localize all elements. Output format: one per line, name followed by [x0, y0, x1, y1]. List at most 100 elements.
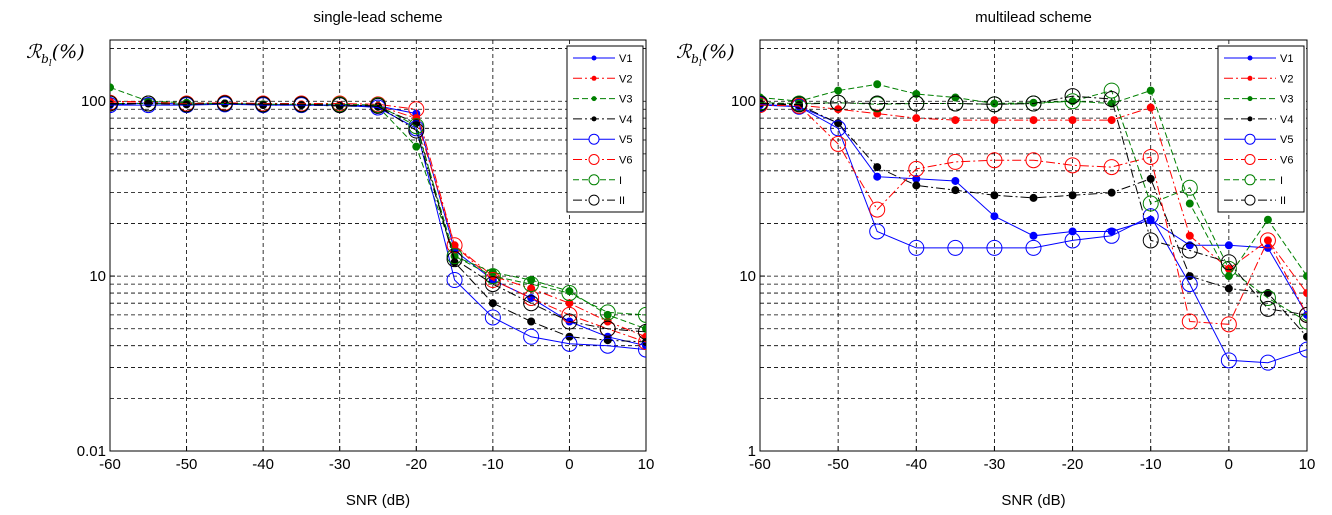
- data-point-I: [1220, 260, 1237, 277]
- data-point-V3: [951, 93, 960, 102]
- legend-item-V5: V5: [573, 133, 632, 146]
- y-axis-label-subscript: b: [691, 52, 699, 66]
- legend-swatch-marker: [588, 133, 600, 145]
- data-point-V6: [446, 237, 463, 254]
- data-point-V6: [1064, 157, 1081, 174]
- data-point-V2: [1303, 289, 1307, 298]
- series-line-V5: [110, 103, 646, 351]
- data-point-V2: [834, 105, 843, 114]
- data-point-I: [1103, 82, 1120, 99]
- legend-swatch-marker: [588, 174, 600, 186]
- x-tick-label: -10: [482, 456, 504, 473]
- legend-swatch-marker: [1244, 194, 1256, 206]
- chart-2: -60 -50 -40 -30 -20 -10 0 10 1 10 100 multilead sch…: [676, 9, 1315, 509]
- data-point-I: [408, 118, 425, 135]
- legend-label: I: [619, 175, 622, 187]
- data-point-V4: [450, 258, 459, 267]
- data-point-V1: [1224, 241, 1233, 250]
- series-II: [760, 88, 1307, 323]
- data-point-V6: [561, 306, 578, 323]
- data-point-V4: [1107, 188, 1116, 197]
- data-point-V3: [1303, 272, 1307, 281]
- data-point-V5: [908, 239, 925, 256]
- data-point-V2: [990, 116, 999, 125]
- data-point-V6: [1103, 159, 1120, 176]
- data-point-I: [561, 285, 578, 302]
- data-point-V2: [1107, 116, 1116, 125]
- data-point-V3: [527, 276, 536, 285]
- data-point-V6: [484, 272, 501, 289]
- x-tick-label: 0: [1225, 456, 1233, 473]
- data-point-V6: [947, 153, 964, 170]
- data-point-V5: [869, 223, 886, 240]
- data-point-V6: [523, 289, 540, 306]
- data-point-II: [1299, 306, 1307, 323]
- legend-label: V1: [1280, 53, 1293, 65]
- series-line-V6: [110, 102, 646, 343]
- data-point-I: [599, 304, 616, 321]
- data-point-V3: [412, 142, 421, 151]
- legend-swatch-marker: [1247, 116, 1253, 122]
- legend-item-I: I: [1224, 174, 1283, 187]
- legend-label: II: [619, 195, 625, 207]
- y-axis-label-unit: (%): [52, 41, 85, 63]
- data-point-V4: [110, 100, 114, 109]
- legend-swatch-marker: [591, 55, 597, 61]
- data-point-V3: [990, 99, 999, 108]
- data-point-II: [1220, 254, 1237, 271]
- data-point-V4: [1146, 174, 1155, 183]
- data-point-V3: [1146, 86, 1155, 95]
- data-point-II: [370, 97, 386, 114]
- data-point-V6: [1220, 316, 1237, 333]
- data-point-II: [1142, 232, 1159, 249]
- legend-label: V1: [619, 53, 632, 65]
- y-axis-label-subsubscript: l: [699, 59, 702, 69]
- legend-label: V3: [619, 94, 632, 106]
- data-point-V4: [873, 163, 882, 172]
- data-point-II: [561, 313, 578, 330]
- x-tick-label: 0: [565, 456, 573, 473]
- legend-label: V6: [619, 155, 632, 167]
- data-point-II: [760, 95, 768, 112]
- data-point-II: [331, 97, 348, 114]
- legend-swatch-marker: [591, 96, 597, 102]
- series-V3: [760, 80, 1307, 281]
- data-point-II: [110, 95, 118, 112]
- data-point-V5: [446, 272, 463, 289]
- data-point-V1: [873, 172, 882, 181]
- data-point-V6: [1259, 232, 1276, 249]
- data-point-II: [523, 295, 540, 312]
- legend-label: I: [1280, 175, 1283, 187]
- data-point-V4: [488, 299, 497, 308]
- data-point-I: [1181, 179, 1198, 196]
- data-point-V2: [1185, 231, 1194, 240]
- data-point-V5: [830, 120, 847, 137]
- data-point-V6: [830, 135, 847, 152]
- legend-item-V6: V6: [573, 154, 632, 167]
- data-point-V4: [951, 186, 960, 195]
- data-point-V2: [1068, 116, 1077, 125]
- data-point-II: [178, 96, 195, 113]
- x-tick-label: -40: [252, 456, 274, 473]
- data-point-II: [869, 95, 886, 112]
- legend-item-V5: V5: [1224, 133, 1293, 146]
- legend-item-II: II: [1224, 194, 1286, 207]
- x-tick-label: 10: [1299, 456, 1316, 473]
- y-axis-label-symbol: ℛ: [26, 41, 43, 63]
- data-point-V5: [638, 341, 646, 358]
- x-tick-label: -20: [1062, 456, 1084, 473]
- legend-swatch-marker: [1247, 75, 1253, 81]
- data-point-V4: [1068, 191, 1077, 200]
- legend-swatch-marker: [1244, 174, 1256, 186]
- legend-item-II: II: [573, 194, 625, 207]
- legend-swatch-marker: [588, 154, 600, 165]
- x-tick-label: 10: [638, 456, 655, 473]
- x-tick-label: -30: [984, 456, 1006, 473]
- data-point-V4: [1263, 289, 1272, 298]
- legend-swatch-marker: [591, 75, 597, 81]
- x-tick-label: -10: [1140, 456, 1162, 473]
- y-tick-label: 10: [739, 268, 756, 285]
- data-point-V3: [834, 86, 843, 95]
- legend-label: V5: [1280, 134, 1293, 146]
